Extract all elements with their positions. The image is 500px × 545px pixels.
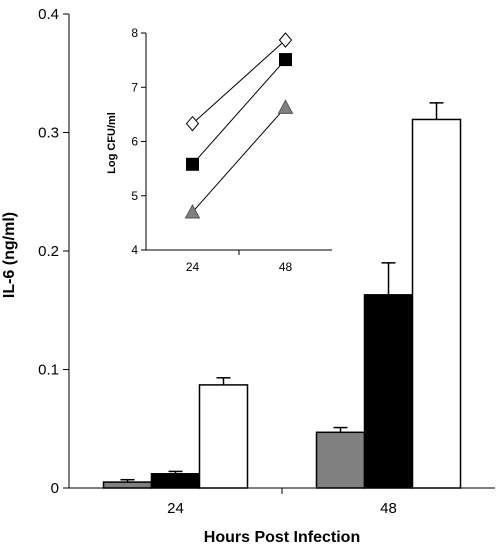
main-x-tick-label: 48	[380, 500, 397, 517]
bar	[363, 294, 414, 489]
inset-y-tick-label: 4	[131, 243, 138, 257]
inset-y-ticks: 4 5 6 7 8	[131, 26, 146, 257]
inset-y-tick-label: 6	[131, 135, 138, 149]
main-y-tick-label: 0.2	[38, 243, 59, 260]
inset-y-axis-title: Log CFU/ml	[106, 112, 118, 174]
diamond-marker	[185, 115, 200, 132]
inset-x-ticks: 24 48	[186, 250, 293, 274]
main-y-tick-label: 0	[51, 480, 59, 497]
series-line	[192, 106, 286, 213]
bar	[411, 118, 462, 489]
inset-series-lines	[192, 39, 286, 213]
series-line	[192, 39, 286, 124]
main-x-ticks: 24 48	[167, 488, 397, 517]
bar	[315, 431, 366, 489]
main-bar-chart: 00.10.20.30.4 24 48 Hours Post Infection …	[1, 6, 495, 545]
inset-y-tick-label: 7	[131, 80, 138, 94]
main-y-axis-title: IL-6 (ng/ml)	[1, 212, 18, 298]
bar	[150, 473, 201, 489]
inset-x-tick-label: 48	[279, 260, 293, 274]
bar	[198, 384, 249, 489]
inset-x-tick-label: 24	[186, 260, 200, 274]
main-x-tick-label: 24	[167, 500, 184, 517]
square-marker	[186, 157, 199, 171]
inset-y-tick-label: 8	[131, 26, 138, 40]
series-line	[192, 59, 286, 165]
triangle-marker	[277, 99, 294, 114]
main-y-ticks: 0 0.1 0.2 0.3 0.4	[38, 6, 69, 497]
main-y-tick-label: 0.3	[38, 125, 59, 142]
main-x-axis-title: Hours Post Infection	[204, 529, 360, 545]
inset-y-tick-label: 5	[131, 189, 138, 203]
square-marker	[279, 53, 292, 67]
main-y-tick-label: 0.1	[38, 362, 59, 379]
inset-markers	[184, 32, 294, 219]
bar	[102, 481, 153, 489]
main-bars	[102, 118, 462, 489]
diamond-marker	[278, 32, 293, 48]
inset-line-chart: 4 5 6 7 8 24 48 Log CFU/ml	[106, 26, 332, 274]
triangle-marker	[184, 203, 201, 219]
main-y-tick-label: 0.4	[38, 6, 59, 23]
main-error-bars	[120, 102, 444, 483]
